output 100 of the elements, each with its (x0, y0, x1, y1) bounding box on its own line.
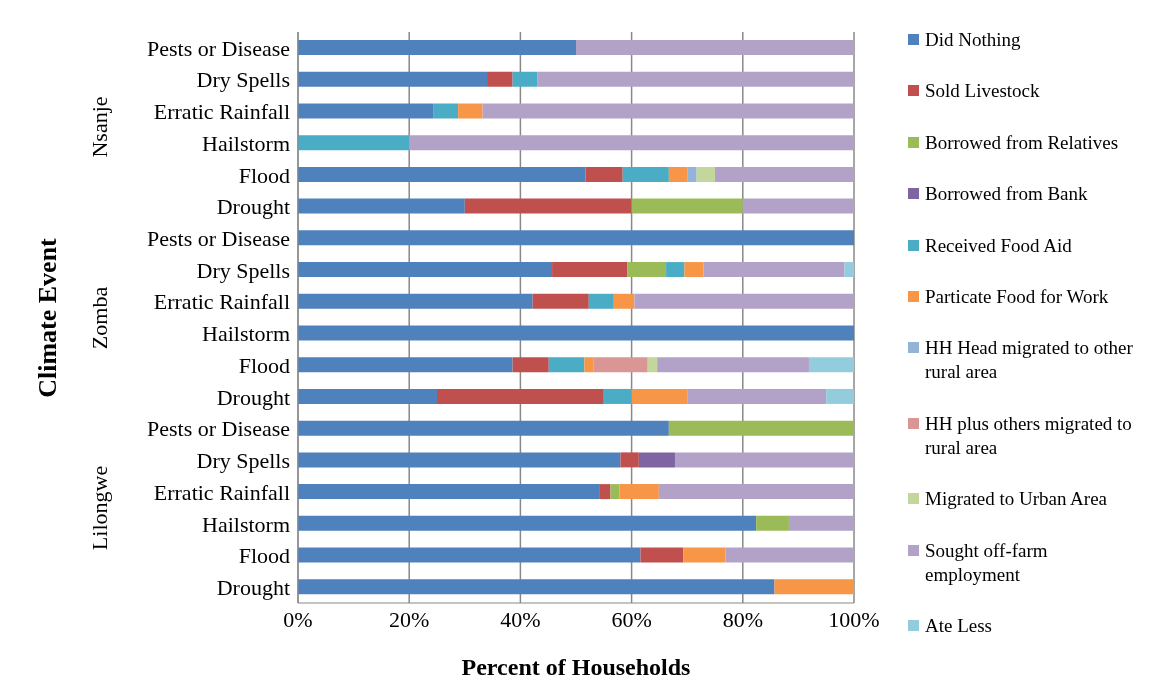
bar (774, 579, 854, 595)
bar (409, 135, 854, 151)
legend-label: Sought off-farm employment (925, 538, 1049, 587)
y-tick-label: Flood (238, 162, 290, 188)
bar (703, 262, 845, 278)
bar (631, 198, 743, 214)
bar (298, 579, 775, 595)
bar (668, 166, 688, 182)
bar (512, 71, 538, 87)
bar (684, 262, 704, 278)
bar (298, 325, 854, 341)
bar (552, 262, 628, 278)
bar (603, 388, 632, 404)
bar (298, 40, 576, 55)
bar (464, 198, 632, 214)
bar (844, 262, 854, 278)
bar (599, 484, 611, 500)
y-tick-label: Drought (216, 574, 290, 600)
y-tick-label: Drought (216, 384, 290, 410)
bar (588, 293, 614, 309)
y-tick-label: Dry Spells (196, 67, 290, 93)
bar (619, 484, 659, 500)
bar (593, 357, 648, 373)
legend-label: HH Head migrated to other rural area (925, 336, 1134, 385)
x-tick-label: 40% (500, 606, 541, 632)
bar (622, 166, 669, 182)
y-tick-label: Hailstorm (202, 130, 290, 156)
y-tick-label: Dry Spells (196, 257, 290, 283)
bar (482, 103, 854, 119)
bar (298, 135, 410, 151)
bar (298, 420, 669, 436)
y-tick-label: Pests or Disease (147, 35, 290, 61)
bar (638, 452, 675, 468)
bar (585, 166, 623, 182)
legend-label: Received Food Aid (925, 233, 1072, 258)
bar (512, 357, 549, 373)
bar (631, 388, 688, 404)
bar (537, 71, 854, 87)
y-tick-label: Hailstorm (202, 321, 290, 347)
x-axis-title: Percent of Households (461, 654, 691, 680)
y-tick-label: Dry Spells (196, 448, 290, 474)
y-tick-label: Flood (238, 352, 290, 378)
bar (627, 262, 667, 278)
y-tick-label: Pests or Disease (147, 416, 290, 442)
bar (298, 230, 854, 246)
legend-label: Sold Livestock (925, 79, 1040, 104)
bar (666, 262, 685, 278)
bar (613, 293, 635, 309)
x-tick-label: 20% (389, 606, 430, 632)
bar (458, 103, 483, 119)
legend-label: Borrowed from Bank (925, 182, 1088, 207)
bar (298, 547, 641, 563)
bar (298, 357, 513, 373)
bar (298, 71, 488, 87)
bar (657, 357, 809, 373)
bar (742, 198, 854, 214)
legend-label: HH plus others migrated to rural area (925, 411, 1133, 460)
bar (298, 388, 437, 404)
legend-label: Borrowed from Relatives (925, 130, 1119, 155)
text: Zomba (87, 286, 113, 349)
bar (584, 357, 594, 373)
bar (433, 103, 459, 119)
x-tick-label: 100% (828, 606, 880, 632)
bar (658, 484, 854, 500)
bar (696, 166, 715, 182)
bar (610, 484, 620, 500)
y-tick-label: Pests or Disease (147, 226, 290, 251)
legend-label: Did Nothing (925, 28, 1021, 52)
x-tick-label: 80% (722, 606, 763, 632)
legend-label: Particate Food for Work (925, 284, 1109, 309)
bar (298, 484, 600, 500)
bar (687, 166, 697, 182)
bar (487, 71, 513, 87)
bar (640, 547, 684, 563)
bar (687, 388, 827, 404)
text: Nsanje (87, 96, 113, 158)
y-tick-label: Erratic Rainfall (153, 479, 290, 505)
x-tick-label: 60% (611, 606, 652, 632)
bar (788, 515, 854, 531)
bar (298, 166, 586, 182)
y-tick-label: Drought (216, 194, 290, 220)
bar (756, 515, 789, 531)
bar (715, 166, 854, 182)
bar (620, 452, 639, 468)
bar (298, 262, 553, 278)
y-tick-label: Flood (238, 543, 290, 569)
y-axis-title: Climate Event (33, 237, 63, 398)
legend-label: Migrated to Urban Area (925, 487, 1108, 512)
y-tick-label: Erratic Rainfall (153, 99, 290, 125)
bar (634, 293, 854, 309)
bar (674, 452, 854, 468)
bar (647, 357, 658, 373)
bar (668, 420, 854, 436)
bar (576, 40, 854, 55)
bar (298, 103, 434, 119)
bar (532, 293, 589, 309)
bar (725, 547, 854, 563)
bar (808, 357, 854, 373)
bar (826, 388, 854, 404)
y-tick-label: Hailstorm (202, 511, 290, 537)
